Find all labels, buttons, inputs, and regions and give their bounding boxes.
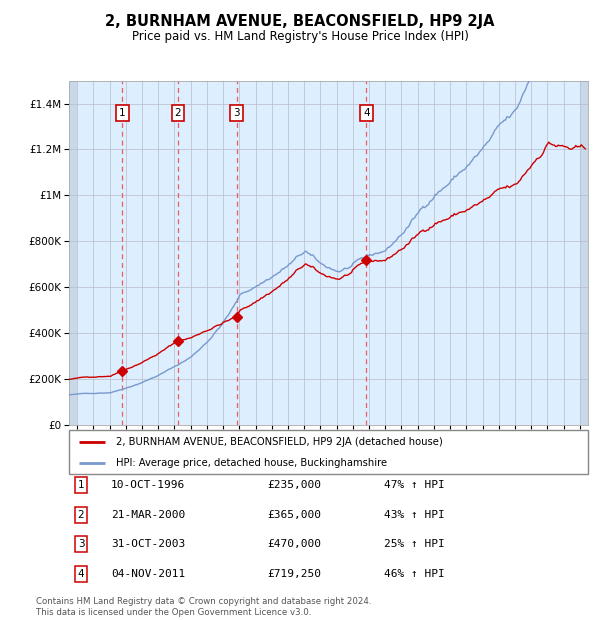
Text: HPI: Average price, detached house, Buckinghamshire: HPI: Average price, detached house, Buck… xyxy=(116,458,387,468)
Text: Contains HM Land Registry data © Crown copyright and database right 2024.
This d: Contains HM Land Registry data © Crown c… xyxy=(36,598,371,617)
Text: 1: 1 xyxy=(119,108,125,118)
Text: £470,000: £470,000 xyxy=(267,539,321,549)
Text: 4: 4 xyxy=(363,108,370,118)
Text: 2: 2 xyxy=(77,510,85,520)
Text: 25% ↑ HPI: 25% ↑ HPI xyxy=(384,539,445,549)
Text: 04-NOV-2011: 04-NOV-2011 xyxy=(111,569,185,579)
Text: 2: 2 xyxy=(175,108,181,118)
Text: 21-MAR-2000: 21-MAR-2000 xyxy=(111,510,185,520)
Text: 1: 1 xyxy=(77,480,85,490)
Text: 2, BURNHAM AVENUE, BEACONSFIELD, HP9 2JA: 2, BURNHAM AVENUE, BEACONSFIELD, HP9 2JA xyxy=(105,14,495,29)
Bar xyxy=(580,81,588,425)
Text: 3: 3 xyxy=(233,108,240,118)
Text: £235,000: £235,000 xyxy=(267,480,321,490)
Text: 47% ↑ HPI: 47% ↑ HPI xyxy=(384,480,445,490)
Text: 46% ↑ HPI: 46% ↑ HPI xyxy=(384,569,445,579)
Text: 43% ↑ HPI: 43% ↑ HPI xyxy=(384,510,445,520)
Text: Price paid vs. HM Land Registry's House Price Index (HPI): Price paid vs. HM Land Registry's House … xyxy=(131,30,469,43)
FancyBboxPatch shape xyxy=(69,430,588,474)
Bar xyxy=(69,81,77,425)
Text: £365,000: £365,000 xyxy=(267,510,321,520)
Text: 3: 3 xyxy=(77,539,85,549)
Text: 10-OCT-1996: 10-OCT-1996 xyxy=(111,480,185,490)
Text: 2, BURNHAM AVENUE, BEACONSFIELD, HP9 2JA (detached house): 2, BURNHAM AVENUE, BEACONSFIELD, HP9 2JA… xyxy=(116,437,442,447)
Text: 4: 4 xyxy=(77,569,85,579)
Text: 31-OCT-2003: 31-OCT-2003 xyxy=(111,539,185,549)
Text: £719,250: £719,250 xyxy=(267,569,321,579)
